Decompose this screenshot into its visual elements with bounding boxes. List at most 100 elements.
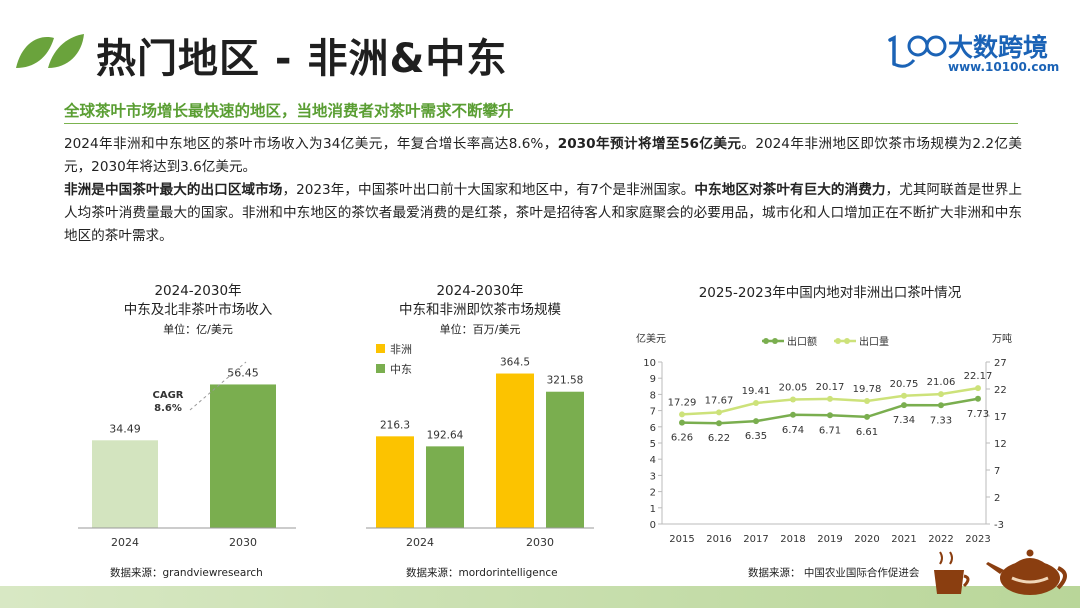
chart1-title-line1: 2024-2030年 — [154, 283, 242, 299]
chart2-bar-非洲-2024 — [376, 436, 414, 528]
chart2-x-tick: 2024 — [406, 536, 434, 549]
chart3-left-tick: 8 — [650, 390, 656, 401]
chart3-data-label: 20.75 — [890, 379, 919, 390]
chart3-data-label: 7.73 — [967, 409, 989, 420]
chart3-point-出口量 — [753, 399, 759, 406]
chart3-title: 2025-2023年中国内地对非洲出口茶叶情况 — [698, 285, 962, 301]
chart1-bar-2030 — [210, 384, 276, 528]
chart3-x-tick: 2023 — [965, 534, 990, 545]
paragraph-1-segment: 2024年非洲和中东地区的茶叶市场收入为34亿美元，年复合增长率高达8.6%， — [64, 136, 558, 152]
chart3-point-出口量 — [679, 411, 685, 418]
chart2-value-label: 364.5 — [500, 357, 530, 369]
chart3-point-出口额 — [716, 420, 722, 427]
chart3-data-label: 17.67 — [705, 395, 734, 406]
chart3-left-tick: 4 — [650, 455, 656, 466]
chart3-data-label: 19.41 — [742, 386, 771, 397]
brand-mark-icon — [888, 35, 947, 68]
chart2-legend-swatch — [376, 364, 385, 373]
chart1-unit: 单位：亿/美元 — [163, 323, 233, 336]
chart1-x-tick: 2030 — [229, 536, 257, 549]
paragraph-2-segment: ，2023年，中国茶叶出口前十大国家和地区中，有7个是非洲国家。 — [282, 182, 695, 198]
chart3-x-tick: 2015 — [669, 534, 694, 545]
brand-url: www.10100.com — [948, 60, 1060, 74]
chart3-point-出口量 — [938, 391, 944, 398]
chart1-x-tick: 2024 — [111, 536, 139, 549]
chart2-legend-label: 非洲 — [390, 343, 412, 356]
chart2-value-label: 216.3 — [380, 419, 410, 431]
chart3-right-tick: 22 — [994, 385, 1007, 396]
brand-name: 大数跨境 — [948, 33, 1049, 62]
chart3-point-出口额 — [790, 411, 796, 418]
chart3-point-出口量 — [975, 385, 981, 392]
brand-logo — [884, 30, 948, 72]
chart3-right-axis-label: 万吨 — [992, 332, 1012, 345]
chart3-point-出口额 — [679, 419, 685, 426]
chart2-bar-非洲-2030 — [496, 373, 534, 528]
chart3-data-label: 21.06 — [927, 377, 956, 388]
chart3-left-tick: 7 — [650, 407, 656, 418]
chart2-source: 数据来源：mordorintelligence — [406, 567, 558, 579]
body-text: 2024年非洲和中东地区的茶叶市场收入为34亿美元，年复合增长率高达8.6%，2… — [64, 133, 1022, 248]
chart3-x-tick: 2019 — [817, 534, 842, 545]
chart2-bar-中东-2024 — [426, 446, 464, 528]
chart2-value-label: 321.58 — [547, 375, 584, 387]
chart3-point-出口量 — [901, 392, 907, 399]
paragraph-2-segment: 非洲是中国茶叶最大的出口区域市场 — [64, 182, 283, 198]
chart3-point-出口额 — [901, 402, 907, 409]
chart3-left-tick: 9 — [650, 374, 656, 385]
paragraph-2-segment: 中东地区对茶叶有巨大的消费力 — [694, 182, 886, 198]
chart3-right-tick: 12 — [994, 439, 1007, 450]
chart1-revenue-bar-chart: 34.49 2024 56.45 2030 CAGR 8.6% — [78, 361, 296, 549]
leaf-logo-icon — [16, 34, 84, 68]
chart3-legend-label: 出口额 — [787, 335, 817, 348]
paragraph-1: 2024年非洲和中东地区的茶叶市场收入为34亿美元，年复合增长率高达8.6%，2… — [64, 133, 1022, 179]
chart3-left-tick: 3 — [650, 471, 656, 482]
chart2-value-label: 192.64 — [427, 429, 464, 441]
chart3-point-出口额 — [827, 412, 833, 419]
chart2-legend-label: 中东 — [390, 363, 412, 376]
chart3-point-出口额 — [864, 413, 870, 420]
chart3-right-tick: 17 — [994, 412, 1007, 423]
chart3-left-tick: 1 — [650, 504, 656, 515]
chart3-left-tick: 6 — [650, 423, 656, 434]
chart3-legend-label: 出口量 — [859, 335, 889, 348]
paragraph-2: 非洲是中国茶叶最大的出口区域市场，2023年，中国茶叶出口前十大国家和地区中，有… — [64, 179, 1022, 248]
chart3-x-tick: 2018 — [780, 534, 805, 545]
chart3-left-tick: 2 — [650, 488, 656, 499]
chart2-unit: 单位：百万/美元 — [439, 323, 521, 336]
chart3-point-出口量 — [790, 396, 796, 403]
paragraph-1-segment: 2030年预计将增至56亿美元 — [557, 136, 742, 152]
paragraph-1-segment: 。2024年非洲地区即饮茶市场规模为2.2亿美元，2030年将达到3.6亿美元。 — [64, 136, 1022, 175]
chart3-x-tick: 2016 — [706, 534, 731, 545]
chart3-x-tick: 2020 — [854, 534, 879, 545]
chart1-cagr-value: 8.6% — [154, 403, 182, 414]
chart3-right-tick: 7 — [994, 466, 1000, 477]
paragraph-2-segment: ，尤其阿联酋是世界上人均茶叶消费量最大的国家。非洲和中东地区的茶饮者最爱消费的是… — [64, 182, 1023, 244]
chart3-source: 数据来源： 中国农业国际合作促进会 — [748, 567, 920, 579]
chart3-x-tick: 2021 — [891, 534, 916, 545]
chart2-rtd-tea-bar-chart: 216.3 364.5 非洲 192.64 321.58 中东 2024 2030 — [366, 343, 594, 549]
chart1-bar-2024 — [92, 440, 158, 528]
subtitle-divider — [64, 123, 1018, 124]
chart3-left-tick: 0 — [650, 520, 656, 531]
chart3-point-出口额 — [975, 395, 981, 402]
chart3-data-label: 7.33 — [930, 415, 952, 426]
chart3-left-axis-label: 亿美元 — [636, 332, 666, 345]
chart1-title-line2: 中东及北非茶叶市场收入 — [123, 302, 273, 318]
chart3-data-label: 6.22 — [708, 433, 730, 444]
chart1-value-label: 34.49 — [109, 422, 141, 435]
chart3-x-tick: 2017 — [743, 534, 768, 545]
chart3-data-label: 19.78 — [853, 384, 882, 395]
chart3-point-出口量 — [864, 397, 870, 404]
chart3-point-出口额 — [938, 402, 944, 409]
chart3-right-tick: -3 — [994, 520, 1004, 531]
chart3-data-label: 6.71 — [819, 425, 841, 436]
chart3-data-label: 6.35 — [745, 431, 767, 442]
chart2-title-line2: 中东和非洲即饮茶市场规模 — [399, 302, 561, 318]
chart3-right-tick: 2 — [994, 493, 1000, 504]
chart2-legend-swatch — [376, 344, 385, 353]
chart3-data-label: 22.17 — [964, 371, 993, 382]
chart2-x-tick: 2030 — [526, 536, 554, 549]
chart3-data-label: 20.05 — [779, 383, 808, 394]
